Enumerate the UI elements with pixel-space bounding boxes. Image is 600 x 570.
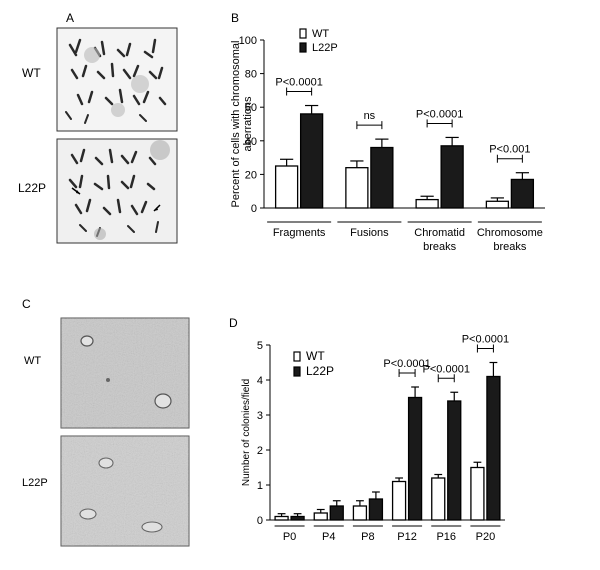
y-tick-label: 2 xyxy=(257,445,263,457)
y-axis-label-line: aberrations xyxy=(242,96,254,152)
y-tick-label: 0 xyxy=(257,515,263,527)
y-axis-label: Number of colonies/field xyxy=(241,379,252,486)
x-category-label: breaks xyxy=(423,241,457,253)
y-tick-label: 1 xyxy=(257,480,263,492)
panel-c-label-l22p: L22P xyxy=(22,477,48,489)
bar-wt xyxy=(431,477,446,521)
bar-wt xyxy=(352,505,368,521)
y-tick-label: 4 xyxy=(257,375,263,387)
bar-l22p xyxy=(440,145,464,209)
y-axis-label-line: Percent of cells with chromosomal xyxy=(230,41,242,208)
significance-label: P<0.0001 xyxy=(383,358,430,370)
y-axis-label: Percent of cells with chromosomalaberrat… xyxy=(230,41,254,208)
legend-label: L22P xyxy=(306,364,334,378)
y-tick-label: 80 xyxy=(245,69,257,81)
y-tick-label: 20 xyxy=(245,169,257,181)
colony-image-l22p xyxy=(60,435,190,547)
panel-c: C WT L22P xyxy=(22,297,190,547)
y-tick-label: 40 xyxy=(245,136,257,148)
y-tick-label: 60 xyxy=(245,102,257,114)
metaphase-image-l22p xyxy=(56,138,178,244)
legend-label: L22P xyxy=(312,42,338,54)
legend-label: WT xyxy=(312,28,329,40)
bar-wt xyxy=(470,466,485,521)
significance-label: P<0.001 xyxy=(489,144,530,156)
y-tick-label: 0 xyxy=(251,203,257,215)
bar-wt xyxy=(391,480,407,521)
x-category-label: Chromosome xyxy=(477,227,543,239)
bar-wt xyxy=(274,515,289,521)
bar-l22p xyxy=(299,113,324,209)
bar-wt xyxy=(485,200,510,209)
significance-label: P<0.0001 xyxy=(275,77,322,89)
bar-wt xyxy=(415,198,439,209)
bar-l22p xyxy=(510,178,535,209)
x-category-label: Fragments xyxy=(273,227,326,239)
y-tick-label: 100 xyxy=(239,35,257,47)
legend-swatch-wt xyxy=(293,351,301,362)
legend-swatch-l22p xyxy=(293,366,301,377)
colony-image-wt xyxy=(60,317,190,429)
panel-d: D 0 1 2 3 4 5 Number of colonies/field P0 P4 P8 P1… xyxy=(229,316,509,543)
metaphase-image-wt xyxy=(56,27,178,132)
legend-swatch-l22p xyxy=(299,42,307,53)
bar-l22p xyxy=(329,505,344,521)
y-tick-label: 5 xyxy=(257,340,263,352)
bar-wt xyxy=(274,165,299,209)
panel-a-label-wt: WT xyxy=(22,66,41,80)
x-category-label: P8 xyxy=(361,531,374,543)
panel-c-label-wt: WT xyxy=(24,355,41,367)
panel-a: A WT L22P xyxy=(18,11,178,244)
x-category-label: P4 xyxy=(322,531,335,543)
bar-l22p xyxy=(447,400,462,521)
significance-label: P<0.0001 xyxy=(462,334,509,346)
legend-label: WT xyxy=(306,349,325,363)
bar-l22p xyxy=(486,375,501,521)
x-category-label: Fusions xyxy=(350,227,389,239)
bar-l22p xyxy=(407,396,423,521)
significance-label: ns xyxy=(364,110,376,122)
x-category-label: breaks xyxy=(493,241,527,253)
panel-a-letter: A xyxy=(66,11,74,25)
x-category-label: P12 xyxy=(397,531,417,543)
x-category-label: P0 xyxy=(283,531,296,543)
y-tick-label: 3 xyxy=(257,410,263,422)
panel-d-letter: D xyxy=(229,316,238,330)
legend-swatch-wt xyxy=(299,28,307,39)
panel-a-label-l22p: L22P xyxy=(18,181,46,195)
significance-label: P<0.0001 xyxy=(423,363,470,375)
chart-d: 0 1 2 3 4 5 Number of colonies/field P0 P4 P8 P12 P… xyxy=(241,334,509,544)
bar-wt xyxy=(345,167,369,209)
panel-b-letter: B xyxy=(231,11,239,25)
bar-l22p xyxy=(368,498,384,521)
bar-l22p xyxy=(370,146,394,209)
x-category-label: Chromatid xyxy=(414,227,465,239)
bar-l22p xyxy=(290,515,305,521)
significance-label: P<0.0001 xyxy=(416,108,463,120)
x-category-label: P16 xyxy=(436,531,456,543)
x-category-label: P20 xyxy=(476,531,496,543)
bar-wt xyxy=(313,512,328,521)
panel-c-letter: C xyxy=(22,297,31,311)
